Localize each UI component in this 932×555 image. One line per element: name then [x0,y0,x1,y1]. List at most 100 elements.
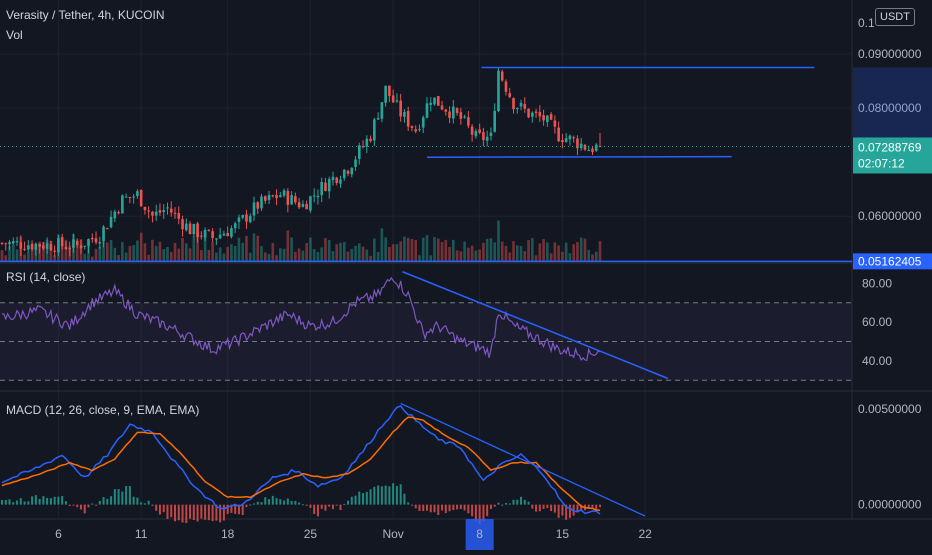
volume-bar [504,245,508,262]
volume-bar [230,244,233,262]
level-price-value: 0.05162405 [858,254,922,268]
macd-histogram-bar [283,500,286,505]
macd-histogram-bar [110,496,113,505]
macd-histogram-bar [527,501,530,505]
macd-histogram-bar [399,484,402,505]
macd-histogram-bar [542,504,545,509]
volume-bar [485,238,489,262]
macd-histogram-bar [347,500,350,505]
volume-bar [576,241,579,262]
volume-bar [143,243,147,262]
volume-bar [237,237,241,262]
candle-body [263,196,267,201]
rsi-line [1,276,601,361]
rsi-legend[interactable]: RSI (14, close) [6,270,86,284]
macd-histogram-bar [211,504,214,522]
macd-histogram-bar [474,504,477,521]
macd-histogram-bar [437,504,440,516]
macd-histogram-bar [87,504,90,508]
macd-histogram-bar [155,504,158,511]
macd-legend[interactable]: MACD (12, 26, close, 9, EMA, EMA) [6,403,200,417]
volume-bar [316,252,320,262]
candle-body [324,182,327,191]
macd-histogram-bar [350,496,353,505]
volume-bar [500,241,504,262]
candle-body [301,203,305,207]
macd-histogram-bar [599,504,602,508]
macd-histogram-bar [580,504,583,512]
macd-histogram-bar [294,500,297,505]
x-axis-label: 6 [55,527,62,541]
candle-body [523,104,527,109]
macd-histogram-bar [395,486,398,505]
candle-body [188,223,192,235]
macd-histogram-bar [320,504,323,509]
macd-histogram-bar [328,504,331,507]
volume-bar [391,244,395,262]
macd-histogram-bar [237,504,240,515]
macd-histogram-bar [268,499,271,505]
candle-body [53,250,56,252]
macd-signal-line [1,416,601,511]
macd-histogram-bar [264,497,267,505]
volume-bar [113,247,117,262]
volume-bar [365,249,369,262]
volume-bar [184,243,188,262]
candle-body [57,238,60,253]
volume-bar [196,231,199,262]
volume-bar [421,237,425,262]
macd-histogram-bar [452,504,455,511]
volume-bar [75,242,79,262]
candle-body [493,110,496,132]
candle-body [196,223,199,238]
volume-bar [406,237,410,262]
volume-bar [342,241,346,262]
volume-bar [200,250,203,262]
volume-bar [248,252,252,262]
candle-body [512,98,515,110]
candle-body [75,240,79,245]
candle-body [237,217,241,222]
volume-bar [470,245,474,262]
candle-body [154,211,158,216]
volume-bar [489,238,493,262]
macd-histogram-bar [309,504,312,508]
x-axis-label: 8 [476,527,483,541]
macd-histogram-bar [117,489,120,505]
volume-bar [109,240,113,262]
volume-bar [124,252,128,262]
volume-bar [414,239,418,262]
macd-histogram-bar [230,504,233,513]
currency-button[interactable]: USDT [875,8,915,26]
last-price-tag [853,137,932,174]
candle-body [132,196,135,198]
macd-histogram-bar [531,504,534,509]
macd-histogram-bar [215,504,218,521]
macd-histogram-bar [441,504,444,511]
macd-histogram-bar [546,504,549,509]
volume-bar [256,235,260,262]
volume-legend[interactable]: Vol [6,28,23,42]
macd-histogram-bar [373,486,376,505]
volume-bar [594,251,598,262]
volume-bar [440,242,444,262]
macd-histogram-bar [249,504,252,506]
volume-bar [260,246,263,262]
candle-body [94,238,98,243]
candle-body [459,112,463,119]
macd-histogram-bar [143,503,146,505]
volume-bar [154,245,158,262]
volume-bar [0,250,4,262]
candle-body [215,238,218,240]
candle-body [583,144,587,150]
macd-histogram-bar [501,504,504,506]
macd-histogram-bar [185,504,188,523]
candle-body [230,228,233,237]
rsi-axis-label: 40.00 [862,354,892,368]
volume-bar [542,239,545,262]
candle-body [429,102,433,105]
macd-histogram-bar [181,504,184,523]
symbol-title[interactable]: Verasity / Tether, 4h, KUCOIN [6,8,165,22]
